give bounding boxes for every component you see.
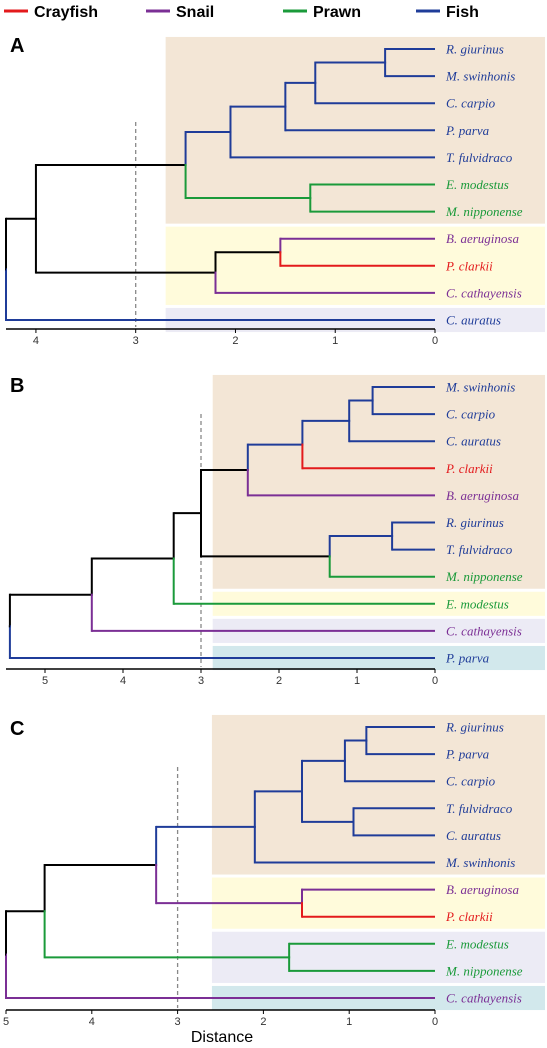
tree: [8, 386, 435, 659]
tick-label: 2: [260, 1016, 266, 1028]
tip-label: P. clarkii: [445, 461, 493, 476]
tip-label: M. swinhonis: [445, 855, 515, 870]
panel-label: C: [10, 718, 24, 740]
tip-label: R. giurinus: [445, 42, 504, 57]
cluster-box: [212, 374, 545, 589]
tip-label: T. fulvidraco: [446, 542, 513, 557]
tip-label: E. modestus: [445, 177, 509, 192]
legend-label: Snail: [176, 4, 214, 21]
tick-label: 0: [432, 335, 438, 347]
tip-label: P. clarkii: [445, 258, 493, 273]
tip-label: M. nipponense: [445, 204, 523, 219]
tip-label: C. auratus: [446, 828, 501, 843]
tip-label: C. cathayensis: [446, 285, 522, 300]
tick-label: 3: [133, 335, 139, 347]
tip-label: P. parva: [445, 651, 490, 666]
tip-label: P. parva: [445, 123, 490, 138]
tip-label: C. carpio: [446, 774, 496, 789]
tip-label: E. modestus: [445, 596, 509, 611]
tip-label: R. giurinus: [445, 515, 504, 530]
tick-label: 3: [175, 1016, 181, 1028]
tick-label: 1: [346, 1016, 352, 1028]
legend-label: Prawn: [313, 4, 361, 21]
tip-label: B. aeruginosa: [446, 488, 519, 503]
panel-label: A: [10, 35, 24, 57]
tick-label: 4: [89, 1016, 95, 1028]
legend-item-snail: Snail: [146, 4, 214, 21]
tip-label: C. auratus: [446, 313, 501, 328]
tip-label: M. nipponense: [445, 569, 523, 584]
tip-label: T. fulvidraco: [446, 801, 513, 816]
tip-label: C. cathayensis: [446, 623, 522, 638]
tick-label: 2: [232, 335, 238, 347]
tree: [5, 726, 435, 999]
tip-label: P. parva: [445, 747, 490, 762]
tip-label: C. cathayensis: [446, 991, 522, 1006]
panel-a: R. giurinus M. swinhonis C. carpio P. parva…: [5, 35, 545, 347]
tip-label: C. carpio: [446, 407, 496, 422]
tick-label: 2: [276, 675, 282, 687]
tip-label: B. aeruginosa: [446, 231, 519, 246]
cluster-box: [211, 714, 546, 875]
tip-label: P. clarkii: [445, 909, 493, 924]
panel-c: R. giurinus P. parva C. carpio T. fulvidrac…: [3, 714, 546, 1028]
x-axis: 5 4 3 2 1 0: [3, 1009, 438, 1028]
tree: [5, 48, 435, 321]
tip-label: M. swinhonis: [445, 69, 515, 84]
legend: Crayfish Snail Prawn Fish: [4, 4, 479, 21]
tip-label: R. giurinus: [445, 720, 504, 735]
tick-label: 0: [432, 1016, 438, 1028]
tip-label: C. auratus: [446, 434, 501, 449]
tip-label: M. swinhonis: [445, 380, 515, 395]
panel-b: M. swinhonis C. carpio C. auratus P. clarki…: [6, 374, 545, 687]
x-axis: 4 3 2 1 0: [6, 328, 438, 347]
x-axis-label: Distance: [191, 1029, 253, 1046]
tip-label: C. carpio: [446, 96, 496, 111]
tip-label: M. nipponense: [445, 963, 523, 978]
legend-label: Fish: [446, 4, 479, 21]
legend-item-prawn: Prawn: [283, 4, 361, 21]
tick-label: 4: [33, 335, 39, 347]
tick-label: 5: [3, 1016, 9, 1028]
tip-label: B. aeruginosa: [446, 882, 519, 897]
tick-label: 4: [120, 675, 126, 687]
tick-label: 5: [42, 675, 48, 687]
tick-label: 1: [332, 335, 338, 347]
tip-label: T. fulvidraco: [446, 150, 513, 165]
tick-label: 1: [354, 675, 360, 687]
legend-item-crayfish: Crayfish: [4, 4, 98, 21]
tick-label: 0: [432, 675, 438, 687]
panel-label: B: [10, 375, 24, 397]
panels: R. giurinus M. swinhonis C. carpio P. parva…: [3, 35, 546, 1028]
tick-label: 3: [198, 675, 204, 687]
tip-label: E. modestus: [445, 936, 509, 951]
legend-label: Crayfish: [34, 4, 98, 21]
legend-item-fish: Fish: [416, 4, 479, 21]
x-axis: 5 4 3 2 1 0: [6, 668, 438, 687]
